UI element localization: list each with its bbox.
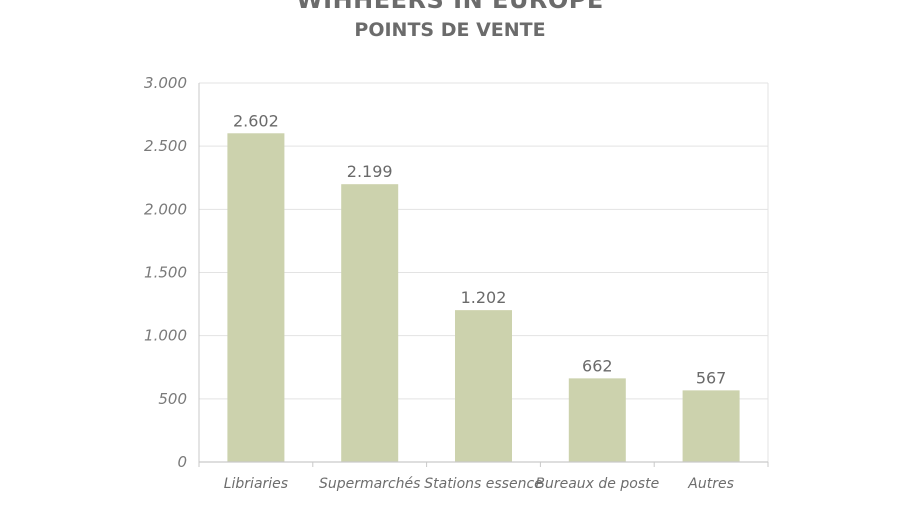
data-label: 1.202 <box>461 288 507 307</box>
chart-subtitle: POINTS DE VENTE <box>354 19 546 41</box>
y-tick-label: 0 <box>177 453 187 471</box>
axes <box>198 83 769 467</box>
x-tick-label: Autres <box>687 476 734 492</box>
chart-title: WIHHEERS IN EUROPE <box>296 0 604 14</box>
bar <box>341 184 399 462</box>
data-label: 2.602 <box>233 111 279 130</box>
data-label: 567 <box>696 368 727 387</box>
x-tick-label: Libriaries <box>224 476 288 492</box>
x-tick-label: Bureaux de poste <box>535 476 659 492</box>
bars <box>227 133 740 462</box>
bar <box>682 390 740 462</box>
y-tick-label: 2.000 <box>144 200 187 218</box>
y-tick-label: 1.000 <box>144 327 187 345</box>
y-tick-label: 500 <box>158 390 187 408</box>
x-tick-label: Supermarchés <box>319 476 420 492</box>
y-tick-label: 3.000 <box>144 74 187 92</box>
x-tick-label: Stations essence <box>424 476 543 492</box>
bar <box>227 133 285 462</box>
labels: 0 500 1.000 1.500 2.000 2.500 3.000 2.602 Libria… <box>144 74 734 492</box>
y-tick-label: 2.500 <box>144 137 187 155</box>
y-tick-label: 1.500 <box>144 264 187 282</box>
data-label: 662 <box>582 356 613 375</box>
bar <box>568 378 626 462</box>
bar <box>455 310 512 462</box>
data-label: 2.199 <box>347 162 393 181</box>
